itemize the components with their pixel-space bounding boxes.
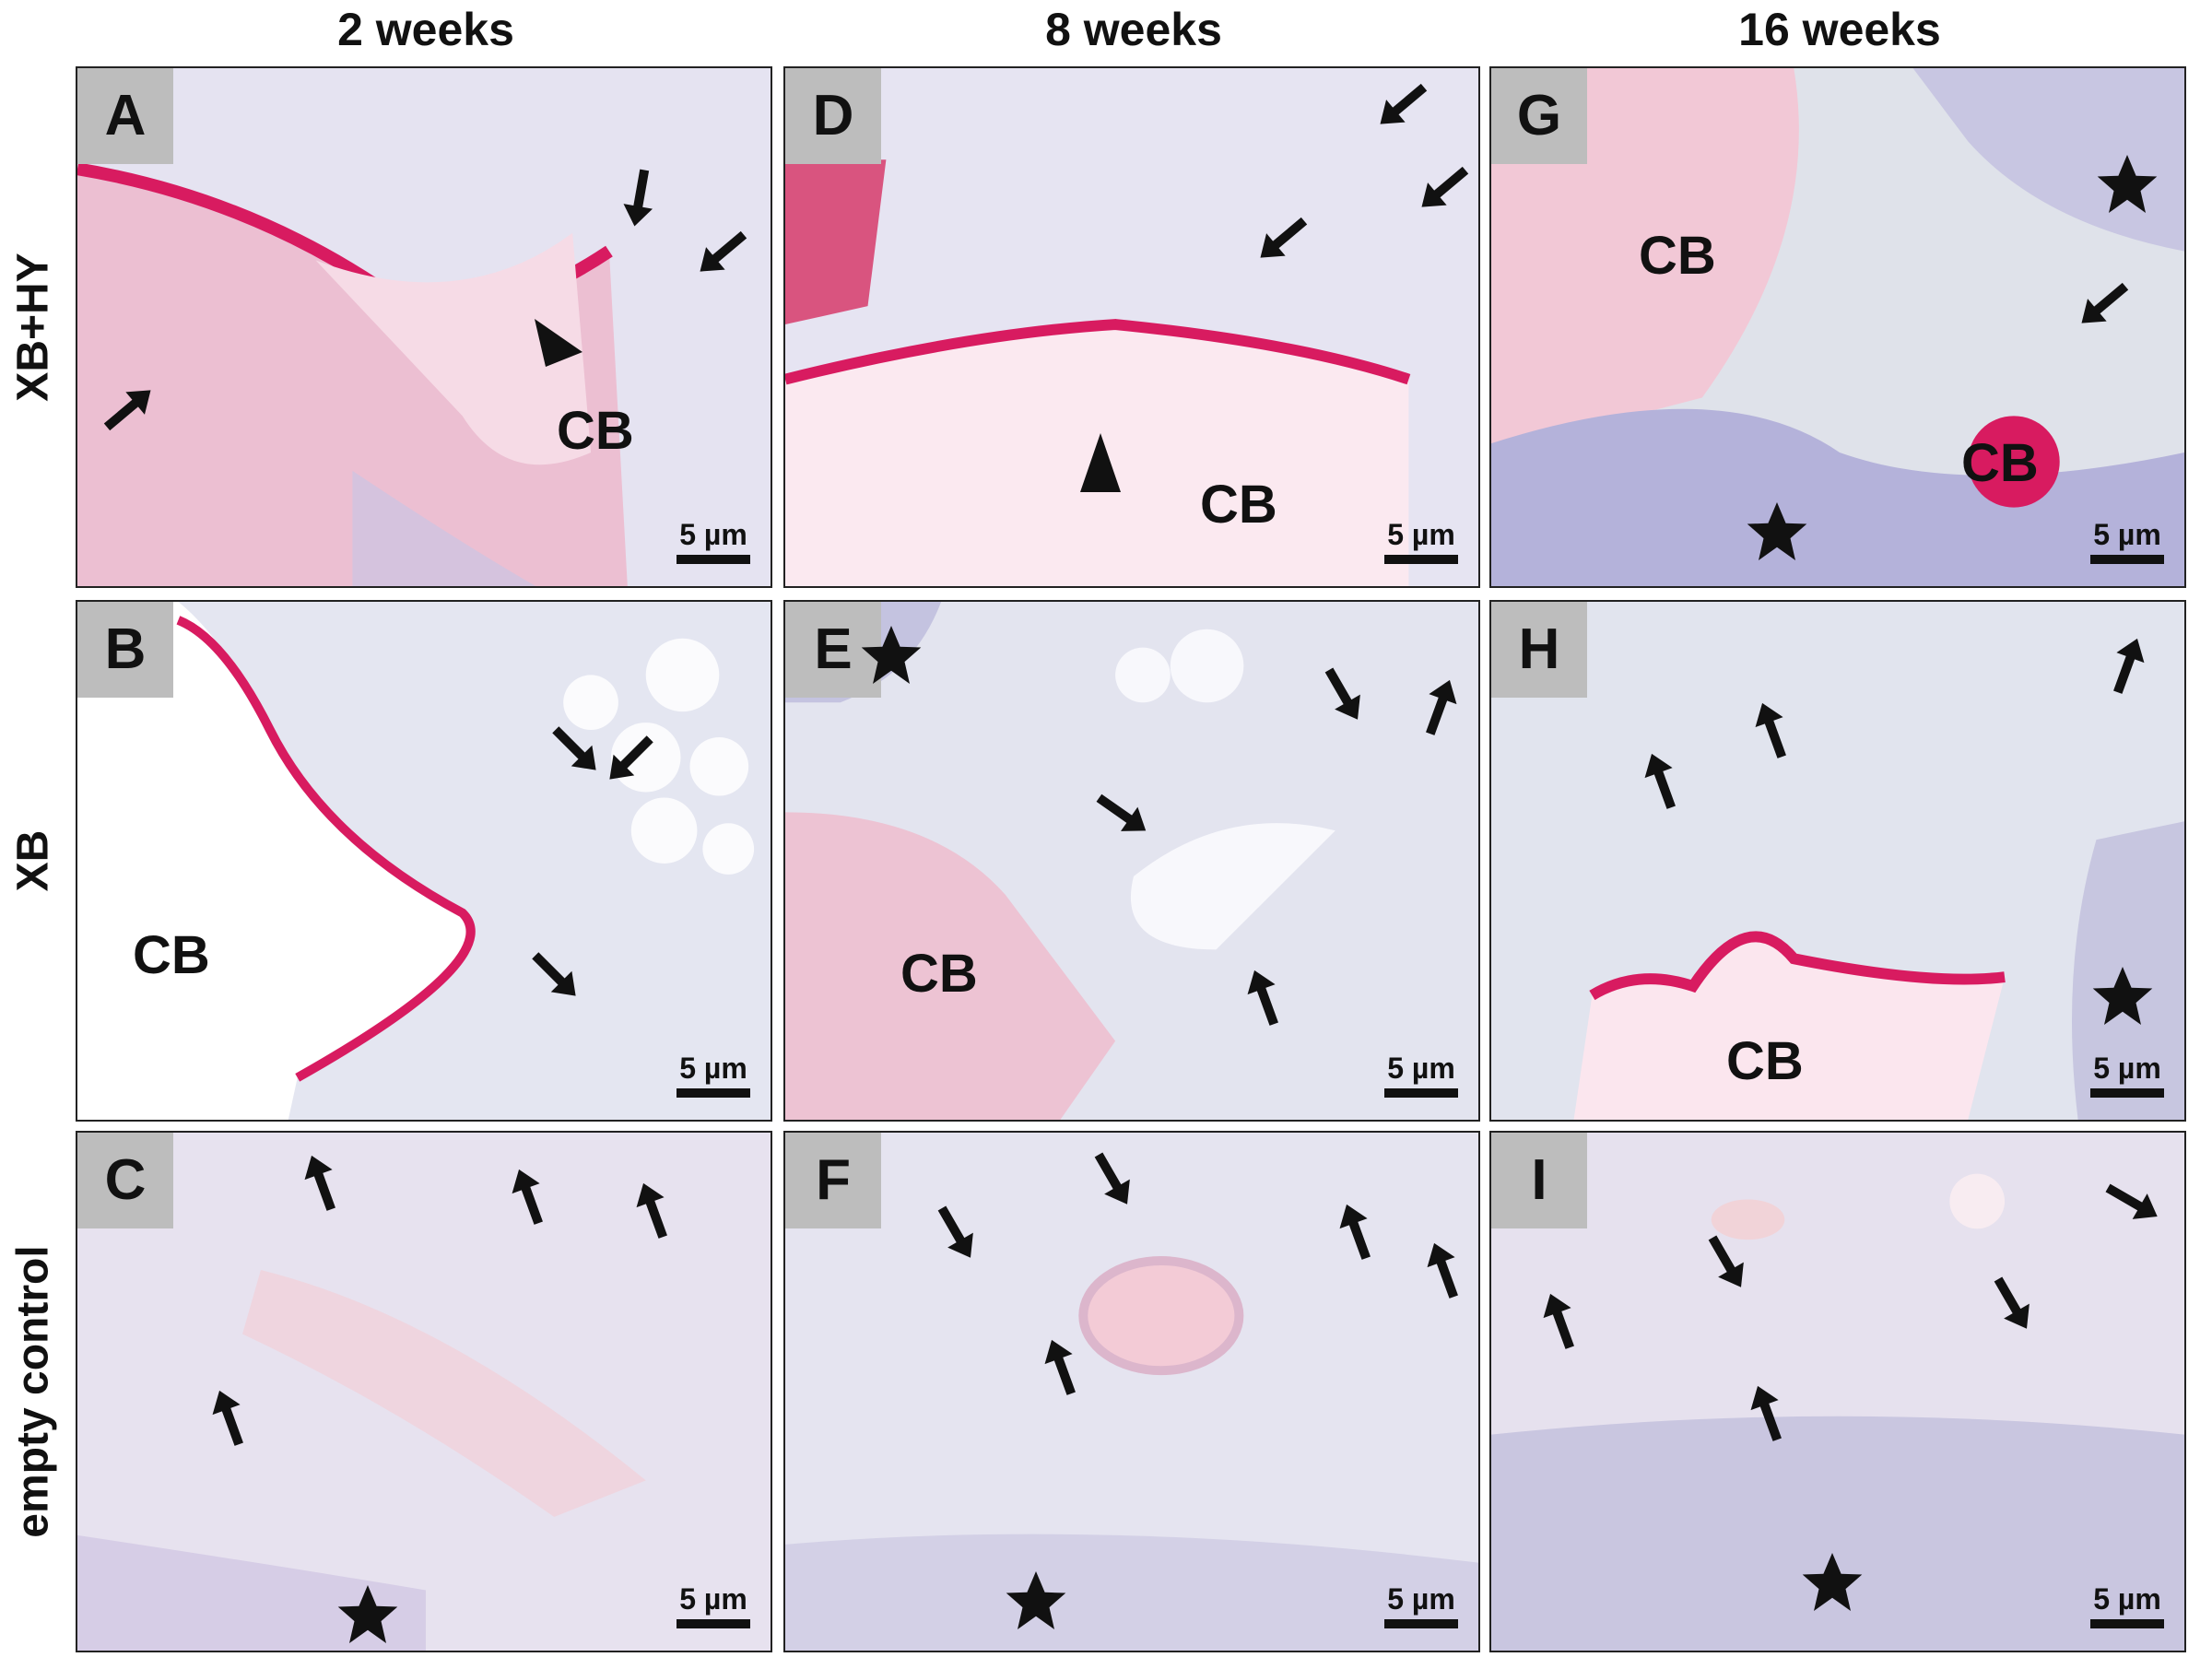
scale-bar: 5 µm [1384,1052,1458,1098]
scale-label: 5 µm [2093,1052,2161,1085]
scale-label: 5 µm [2093,1582,2161,1616]
scale-label: 5 µm [2093,518,2161,551]
panel-letter-c: C [77,1133,173,1228]
scale-bar: 5 µm [677,1582,750,1628]
panel-f: F 5 µm [783,1131,1480,1652]
scale-bar: 5 µm [2090,518,2164,564]
row-header-xb: XB [8,829,58,892]
panel-c: C 5 µm [76,1131,772,1652]
scale-bar: 5 µm [1384,1582,1458,1628]
scale-label: 5 µm [679,1052,747,1085]
column-header-16-weeks: 16 weeks [1738,4,1941,55]
scale-label: 5 µm [679,518,747,551]
row-header-empty-control: empty control [8,1245,58,1538]
column-header-2-weeks: 2 weeks [337,4,514,55]
scale-bar: 5 µm [1384,518,1458,564]
panel-d: D CB 5 µm [783,66,1480,588]
cb-label: CB [1726,1031,1804,1091]
scale-label: 5 µm [1387,1052,1455,1085]
panel-a: A CB 5 µm [76,66,772,588]
scale-bar: 5 µm [677,518,750,564]
panel-letter-h: H [1491,602,1587,698]
scale-bar: 5 µm [2090,1582,2164,1628]
cb-label: CB [900,944,978,1004]
panel-b: B CB 5 µm [76,600,772,1122]
panel-letter-i: I [1491,1133,1587,1228]
scale-label: 5 µm [1387,1582,1455,1616]
panel-g: G CB CB 5 µm [1489,66,2186,588]
cb-label: CB [133,925,210,985]
cb-label: CB [557,401,634,461]
scale-bar: 5 µm [2090,1052,2164,1098]
cb-label: CB [1639,226,1716,286]
column-header-8-weeks: 8 weeks [1045,4,1222,55]
panel-e: E CB 5 µm [783,600,1480,1122]
cb-label: CB [1200,475,1277,535]
scale-label: 5 µm [679,1582,747,1616]
panel-letter-a: A [77,68,173,164]
row-header-xb-hy: XB+HY [8,253,58,402]
cb-label: CB [1961,433,2039,493]
scale-bar: 5 µm [677,1052,750,1098]
panel-letter-f: F [785,1133,881,1228]
panel-h: H CB 5 µm [1489,600,2186,1122]
panel-letter-b: B [77,602,173,698]
panel-letter-g: G [1491,68,1587,164]
panel-i: I 5 µm [1489,1131,2186,1652]
scale-label: 5 µm [1387,518,1455,551]
panel-letter-d: D [785,68,881,164]
